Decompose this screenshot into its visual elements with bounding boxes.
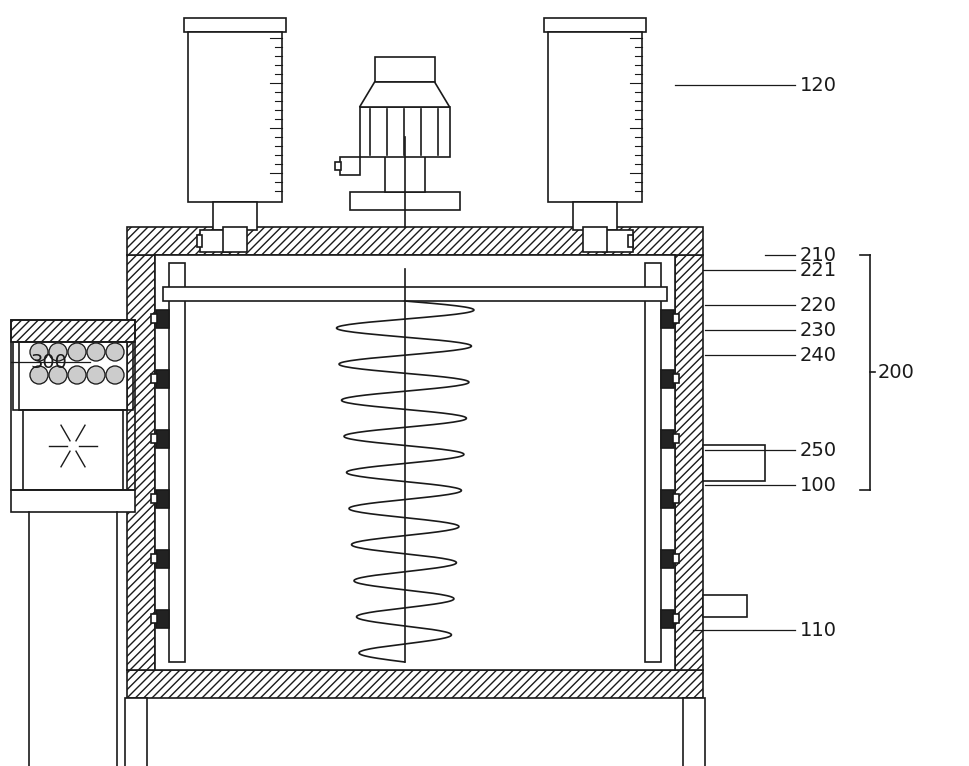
Circle shape bbox=[68, 343, 86, 361]
Circle shape bbox=[49, 366, 67, 384]
Bar bbox=[385, 155, 424, 192]
Bar bbox=[156, 490, 169, 508]
Text: 210: 210 bbox=[800, 245, 837, 264]
Bar bbox=[334, 162, 340, 170]
Bar bbox=[156, 610, 169, 628]
Circle shape bbox=[68, 366, 86, 384]
Bar bbox=[11, 490, 135, 512]
Bar bbox=[151, 314, 157, 323]
Circle shape bbox=[87, 366, 105, 384]
Bar bbox=[156, 430, 169, 448]
Circle shape bbox=[49, 343, 67, 361]
Bar bbox=[13, 342, 133, 410]
Bar bbox=[151, 614, 157, 623]
Bar bbox=[23, 410, 123, 490]
Bar bbox=[661, 490, 674, 508]
Bar bbox=[156, 370, 169, 388]
Text: 300: 300 bbox=[30, 352, 67, 372]
Bar bbox=[603, 230, 633, 252]
Text: 240: 240 bbox=[800, 345, 837, 365]
Bar bbox=[583, 227, 607, 252]
Bar bbox=[375, 57, 435, 82]
Bar bbox=[156, 310, 169, 328]
Bar bbox=[155, 255, 675, 670]
Bar bbox=[156, 550, 169, 568]
Text: 250: 250 bbox=[800, 440, 837, 460]
Bar bbox=[169, 263, 185, 662]
Bar bbox=[151, 494, 157, 503]
Circle shape bbox=[106, 366, 124, 384]
Bar bbox=[703, 445, 765, 481]
Bar bbox=[673, 374, 679, 383]
Bar bbox=[151, 374, 157, 383]
Bar bbox=[661, 370, 674, 388]
Bar bbox=[628, 235, 633, 247]
Bar bbox=[675, 255, 703, 670]
Bar bbox=[673, 314, 679, 323]
Bar bbox=[661, 430, 674, 448]
Text: 220: 220 bbox=[800, 296, 837, 315]
Bar bbox=[673, 554, 679, 563]
Bar bbox=[661, 550, 674, 568]
Bar bbox=[213, 202, 257, 230]
Bar bbox=[197, 235, 202, 247]
Bar bbox=[125, 698, 147, 766]
Bar bbox=[673, 494, 679, 503]
Text: 110: 110 bbox=[800, 620, 837, 640]
Bar bbox=[350, 192, 459, 210]
Bar bbox=[683, 698, 705, 766]
Circle shape bbox=[30, 366, 48, 384]
Bar bbox=[544, 18, 646, 32]
Bar bbox=[11, 320, 135, 342]
Bar bbox=[223, 227, 247, 252]
Bar bbox=[359, 107, 450, 157]
Bar bbox=[127, 227, 703, 255]
Bar bbox=[151, 434, 157, 443]
Polygon shape bbox=[359, 82, 450, 107]
Bar bbox=[11, 320, 135, 490]
Text: 200: 200 bbox=[878, 362, 915, 381]
Bar bbox=[127, 670, 703, 698]
Bar bbox=[127, 255, 155, 670]
Bar bbox=[548, 32, 642, 202]
Text: 230: 230 bbox=[800, 320, 837, 339]
Bar bbox=[184, 18, 286, 32]
Bar bbox=[339, 157, 359, 175]
Bar bbox=[673, 614, 679, 623]
Circle shape bbox=[43, 416, 103, 476]
Bar bbox=[673, 434, 679, 443]
Circle shape bbox=[106, 343, 124, 361]
Bar bbox=[661, 310, 674, 328]
Bar bbox=[151, 554, 157, 563]
Bar bbox=[573, 202, 617, 230]
Circle shape bbox=[30, 343, 48, 361]
Bar bbox=[19, 342, 127, 410]
Bar bbox=[163, 287, 667, 301]
Circle shape bbox=[87, 343, 105, 361]
Text: 100: 100 bbox=[800, 476, 837, 495]
Text: 221: 221 bbox=[800, 260, 837, 280]
Text: 120: 120 bbox=[800, 76, 837, 94]
Bar bbox=[188, 32, 282, 202]
Bar bbox=[645, 263, 661, 662]
Bar bbox=[200, 230, 230, 252]
Bar bbox=[703, 595, 747, 617]
Bar bbox=[661, 610, 674, 628]
